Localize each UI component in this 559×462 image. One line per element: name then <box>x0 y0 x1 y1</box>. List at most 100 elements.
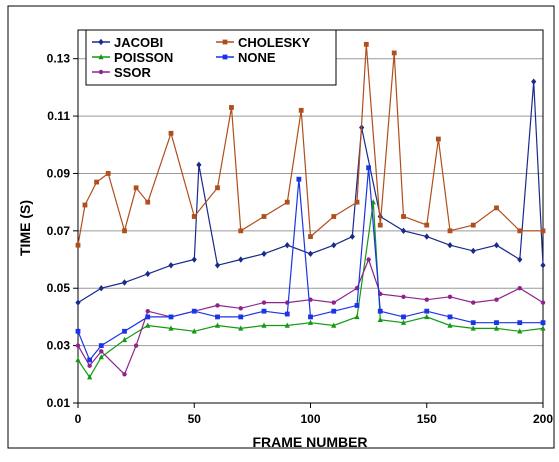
data-point <box>424 313 430 320</box>
legend-item-ssor: SSOR <box>92 65 151 80</box>
data-point <box>517 256 523 263</box>
data-point <box>238 256 244 263</box>
data-point <box>122 328 127 334</box>
data-point <box>401 314 406 320</box>
data-point <box>98 285 104 292</box>
data-point <box>470 222 476 228</box>
data-point <box>214 322 221 328</box>
data-point <box>494 320 499 326</box>
data-point <box>75 299 81 306</box>
data-point <box>238 306 243 311</box>
data-point <box>99 349 104 354</box>
data-point <box>494 297 499 302</box>
data-point <box>168 262 174 269</box>
series-line-jacobi <box>77 81 544 304</box>
data-point <box>82 202 88 208</box>
data-point <box>261 300 267 305</box>
data-point <box>540 320 546 326</box>
data-point <box>354 303 360 308</box>
plot-area <box>77 29 544 404</box>
data-point <box>517 328 523 334</box>
data-point <box>261 250 267 257</box>
data-point <box>122 228 127 234</box>
legend-label: POISSON <box>114 50 173 65</box>
data-point <box>540 262 546 269</box>
data-point <box>354 313 360 320</box>
data-point <box>191 256 197 263</box>
data-point <box>168 314 174 320</box>
data-point <box>229 105 234 110</box>
y-axis-label: TIME (S) <box>17 200 33 256</box>
series-layer <box>75 41 546 380</box>
legend-label: NONE <box>238 50 276 65</box>
x-tick-label: 50 <box>188 412 202 426</box>
data-point <box>424 297 429 302</box>
data-point <box>215 185 220 191</box>
data-point <box>517 286 522 291</box>
legend-item-cholesky: CHOLESKY <box>216 35 311 50</box>
data-point <box>133 343 139 348</box>
data-point <box>261 308 267 314</box>
data-point <box>331 214 337 219</box>
data-point <box>424 233 430 240</box>
legend-label: JACOBI <box>114 35 163 50</box>
outer-border <box>7 5 555 449</box>
x-axis-label: FRAME NUMBER <box>252 434 367 450</box>
data-point <box>363 41 369 47</box>
data-point <box>308 314 313 320</box>
series-poisson <box>75 199 546 380</box>
data-point <box>87 374 93 380</box>
data-point <box>215 303 220 308</box>
data-point <box>377 222 383 228</box>
data-point <box>366 165 372 171</box>
legend-swatch-marker <box>98 38 104 46</box>
data-point <box>517 228 523 234</box>
data-point <box>493 241 500 249</box>
data-point <box>215 314 220 320</box>
data-point <box>75 356 81 363</box>
x-tick-label: 200 <box>533 412 553 426</box>
data-point <box>400 227 407 235</box>
data-point <box>331 300 336 305</box>
x-tick-label: 100 <box>300 412 320 426</box>
data-point <box>284 311 290 317</box>
data-point <box>331 322 337 328</box>
data-point <box>377 316 383 322</box>
data-point <box>391 50 397 56</box>
data-point <box>400 319 407 325</box>
data-point <box>307 250 314 257</box>
data-point <box>145 322 151 328</box>
y-tick-label: 0.05 <box>47 281 71 295</box>
legend-label: SSOR <box>114 65 151 80</box>
data-point <box>401 214 406 219</box>
data-point <box>284 322 290 328</box>
data-point <box>145 308 150 314</box>
data-point <box>145 199 151 205</box>
data-point <box>98 343 104 349</box>
data-point <box>493 325 500 331</box>
data-point <box>75 343 81 348</box>
data-point <box>191 214 197 219</box>
data-point <box>191 328 197 334</box>
x-tick-label: 150 <box>417 412 437 426</box>
data-point <box>121 279 128 286</box>
y-tick-label: 0.01 <box>47 396 71 410</box>
data-point <box>284 241 290 249</box>
data-point <box>447 294 453 300</box>
data-point <box>401 294 406 300</box>
data-point <box>298 107 304 113</box>
data-point <box>238 228 244 234</box>
series-line-ssor <box>77 257 544 376</box>
data-point <box>105 171 111 176</box>
data-point <box>238 314 244 320</box>
data-point <box>196 161 202 169</box>
data-point <box>261 214 267 219</box>
series-ssor <box>75 257 546 377</box>
data-point <box>122 372 127 377</box>
data-point <box>214 262 221 269</box>
data-point <box>75 242 81 248</box>
data-point <box>87 363 92 368</box>
axes: 0.01 0.03 0.05 0.07 0.09 0.11 0.13 0 50 100 150 200 <box>47 29 553 426</box>
